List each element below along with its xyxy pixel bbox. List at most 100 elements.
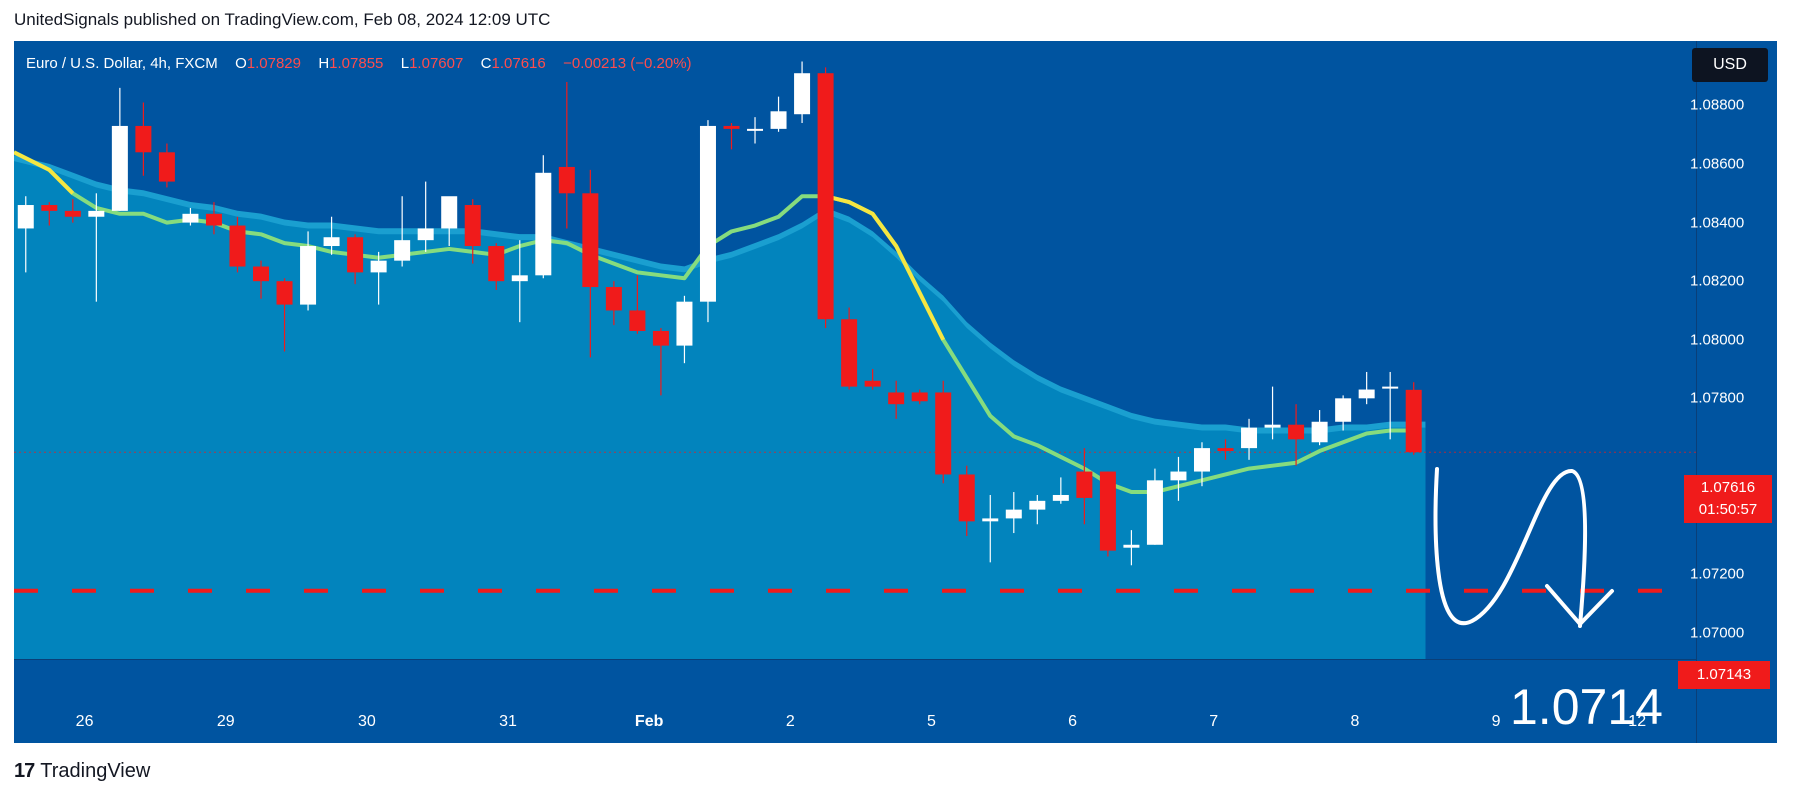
candle (911, 389, 928, 405)
candle (253, 260, 270, 299)
candle-body (111, 125, 128, 211)
tradingview-brand[interactable]: 17 TradingView (14, 760, 150, 783)
candle (699, 120, 716, 323)
y-tick-label: 1.07800 (1690, 389, 1745, 407)
legend-open-label: O (235, 55, 247, 72)
candle-body (1335, 398, 1352, 422)
candle-body (1217, 448, 1234, 452)
candle (111, 87, 128, 211)
candle (1311, 410, 1328, 446)
candle-body (629, 310, 646, 331)
candle-body (394, 240, 411, 261)
candle (205, 202, 222, 235)
candle (652, 328, 669, 396)
current-price-value: 1.07616 (1700, 479, 1756, 496)
candle-body (1099, 471, 1116, 551)
candle (982, 494, 999, 563)
candle-body (1029, 500, 1046, 510)
candle (629, 275, 646, 334)
x-tick-label: 8 (1350, 713, 1360, 730)
candle (229, 216, 246, 273)
y-tick-label: 1.08000 (1690, 331, 1745, 349)
candle-body (817, 73, 834, 320)
candle (135, 102, 152, 176)
candle-body (1241, 427, 1258, 449)
candle-body (888, 392, 905, 405)
candle (41, 202, 58, 226)
candle (747, 117, 764, 144)
legend-change: −0.00213 (−0.20%) (563, 55, 692, 72)
candle-body (441, 196, 458, 229)
candle (935, 380, 952, 484)
candle (276, 278, 293, 352)
x-tick-label: 9 (1491, 713, 1501, 730)
candle (182, 207, 199, 226)
candle-body (1311, 421, 1328, 443)
candle-body (1123, 544, 1140, 548)
candle-body (676, 301, 693, 346)
candle-body (1052, 494, 1069, 501)
candle (1193, 442, 1210, 487)
candle-body (229, 225, 246, 267)
candle (441, 196, 458, 247)
price-chart[interactable] (14, 41, 1777, 743)
y-tick-label: 1.08400 (1690, 214, 1745, 232)
candle-body (1405, 389, 1422, 453)
target-annotation: 1.0714 (1510, 679, 1663, 735)
candle (723, 123, 740, 150)
candle (488, 243, 505, 290)
x-tick-label: 26 (75, 713, 94, 730)
candle-body (1382, 386, 1399, 389)
legend-high-value: 1.07855 (329, 55, 384, 72)
candle (1217, 439, 1234, 460)
candle-body (652, 330, 669, 346)
forecast-arrowhead (1545, 584, 1614, 626)
symbol-legend: Euro / U.S. Dollar, 4h, FXCM O1.07829 H1… (26, 55, 692, 72)
candle-body (276, 281, 293, 305)
moving-averages (14, 150, 1414, 495)
candle-body (582, 193, 599, 288)
candle (1076, 448, 1093, 525)
currency-button[interactable]: USD (1692, 48, 1768, 82)
legend-open-value: 1.07829 (246, 55, 301, 72)
brand-name: TradingView (40, 760, 151, 782)
candle (1382, 371, 1399, 440)
candle-body (1358, 389, 1375, 399)
chart-frame[interactable]: Euro / U.S. Dollar, 4h, FXCM O1.07829 H1… (14, 41, 1777, 743)
legend-low-label: L (400, 55, 410, 72)
x-tick-label: Feb (634, 713, 664, 730)
legend-symbol: Euro / U.S. Dollar, 4h, FXCM (26, 55, 218, 72)
ma-area-fill (14, 161, 1426, 659)
legend-low-value: 1.07607 (409, 55, 464, 72)
candle-body (1146, 480, 1163, 545)
candle-body (464, 205, 481, 247)
candle (1099, 471, 1116, 557)
candle-body (723, 125, 740, 129)
candle (1288, 404, 1305, 466)
candle (88, 193, 105, 302)
x-tick-label: 29 (216, 713, 235, 730)
candle (958, 465, 975, 536)
candle (464, 199, 481, 264)
y-tick-label: 1.08200 (1690, 272, 1745, 290)
candle-body (323, 237, 340, 247)
candle (1170, 456, 1187, 501)
x-axis-divider (14, 659, 1696, 660)
x-tick-label: 6 (1068, 713, 1078, 730)
candle-body (558, 166, 575, 194)
candle (1241, 418, 1258, 460)
candle-body (535, 172, 552, 276)
candle-body (699, 125, 716, 302)
candle (605, 281, 622, 326)
candle (1052, 477, 1069, 504)
x-tick-label: 7 (1209, 713, 1219, 730)
candle-body (205, 213, 222, 226)
candle (770, 96, 787, 132)
candle-body (1193, 448, 1210, 472)
candle-body (88, 210, 105, 217)
candle-body (488, 246, 505, 282)
candle-body (64, 210, 81, 217)
candle (158, 143, 175, 188)
candle-body (370, 260, 387, 273)
tradingview-logo-icon: 17 (14, 760, 35, 782)
